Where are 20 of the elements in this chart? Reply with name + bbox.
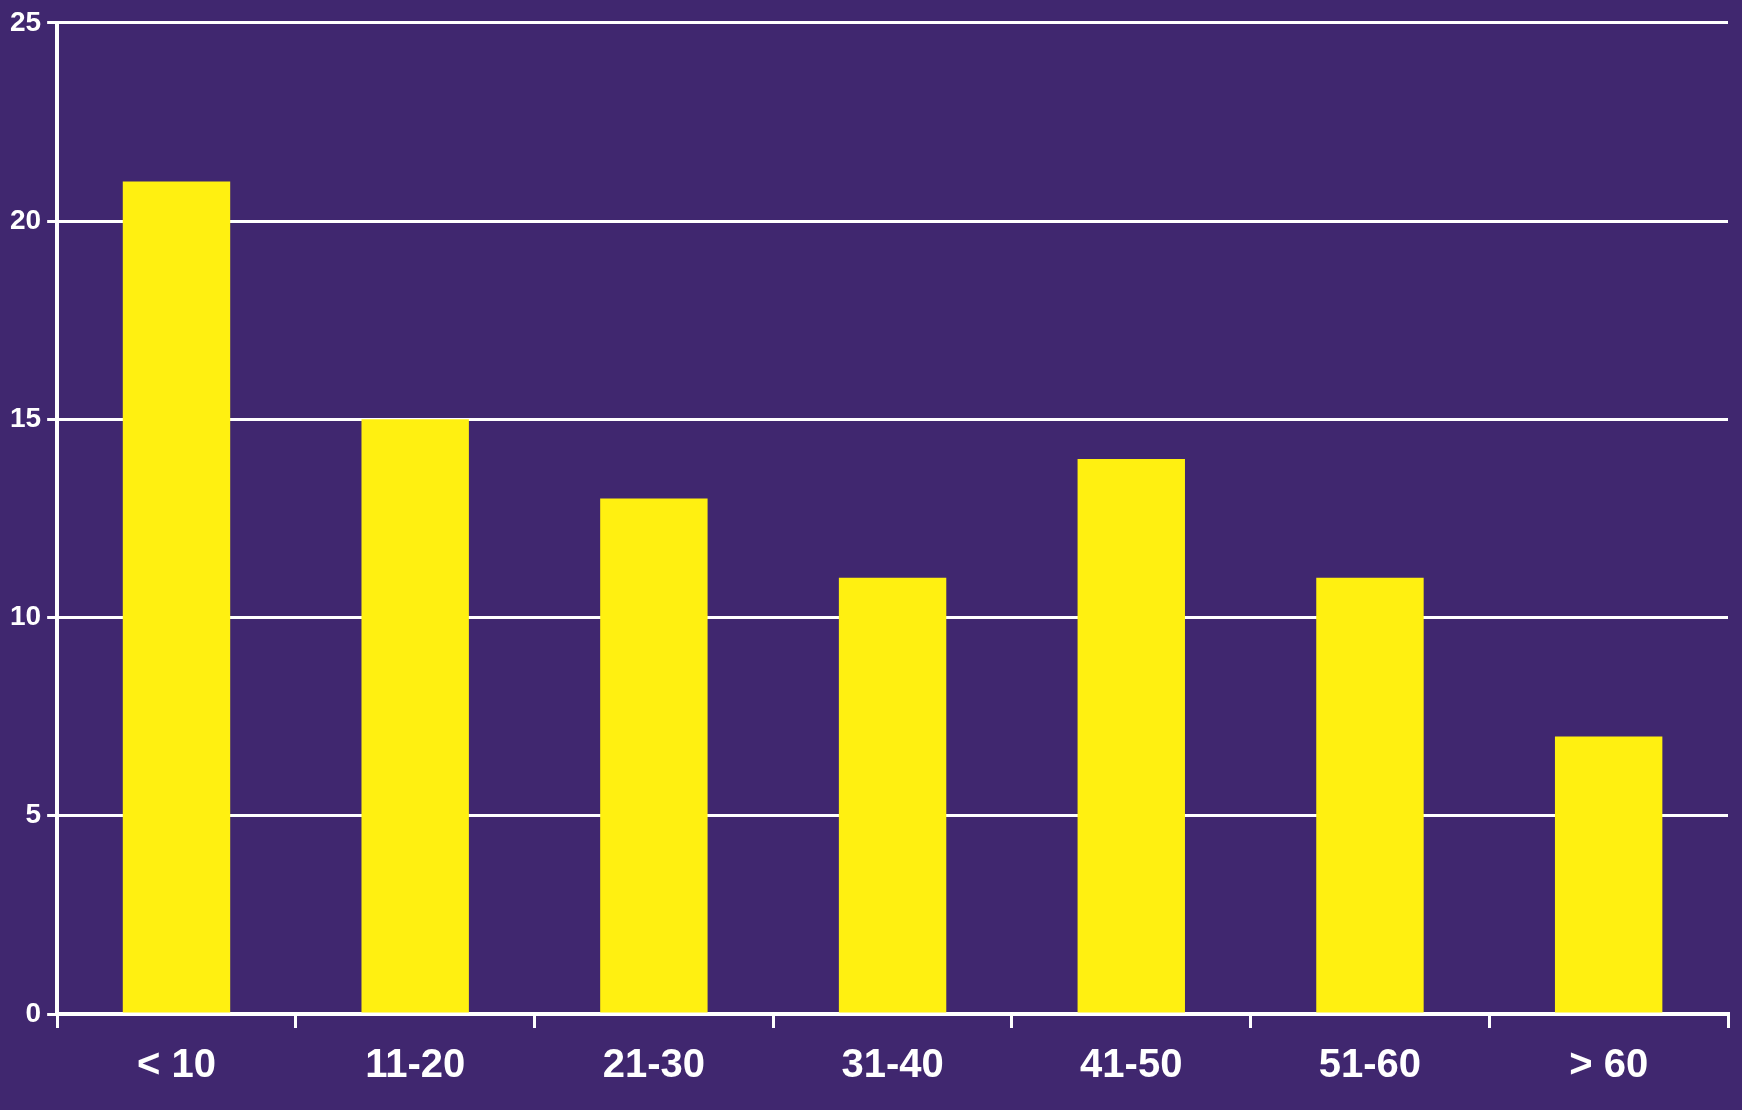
bar bbox=[1554, 736, 1663, 1013]
bar bbox=[600, 498, 708, 1013]
x-tick-label: < 10 bbox=[137, 1041, 216, 1086]
bar bbox=[1316, 577, 1424, 1013]
x-tick-label: 31-40 bbox=[841, 1041, 944, 1086]
y-tick-label: 10 bbox=[9, 600, 42, 632]
y-tick-label: 5 bbox=[25, 798, 42, 830]
x-tick-label: 11-20 bbox=[365, 1041, 466, 1086]
y-tick-label: 0 bbox=[25, 996, 42, 1028]
bar bbox=[1077, 458, 1185, 1013]
bar bbox=[122, 181, 231, 1013]
y-tick-label: 25 bbox=[9, 5, 42, 37]
x-tick-label: 51-60 bbox=[1318, 1041, 1422, 1086]
bar bbox=[838, 577, 947, 1013]
bar bbox=[361, 419, 469, 1013]
x-tick-label: > 60 bbox=[1569, 1041, 1649, 1086]
x-tick-label: 21-30 bbox=[602, 1041, 706, 1086]
x-tick-label: 41-50 bbox=[1080, 1041, 1183, 1086]
y-tick-label: 15 bbox=[9, 402, 42, 433]
y-tick-label: 20 bbox=[9, 203, 42, 235]
